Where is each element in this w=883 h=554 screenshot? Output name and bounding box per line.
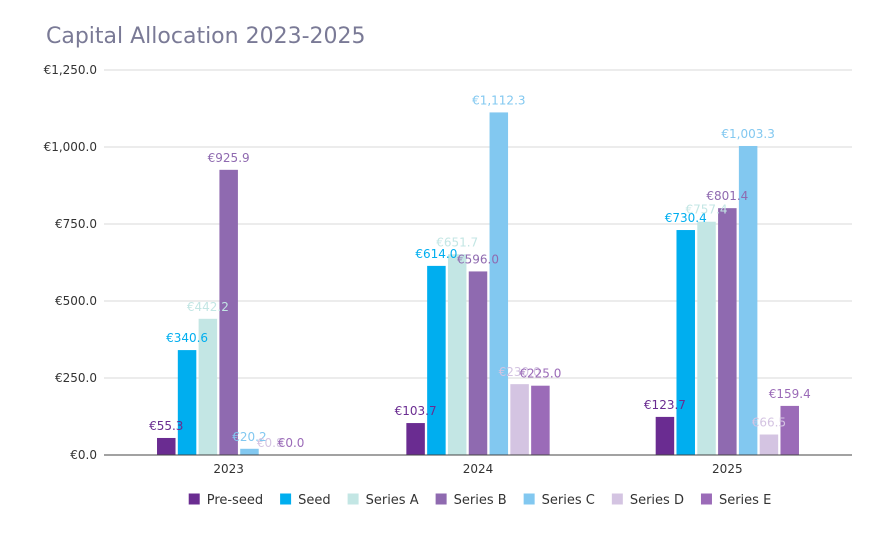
bar-series-c-2024 [489,112,509,456]
legend-item-seed[interactable]: Seed [280,493,331,508]
legend-label: Series A [366,493,419,508]
legend-label: Series B [454,493,507,508]
data-label: €103.7 [395,404,437,418]
bar-series-e-2024 [531,385,550,455]
data-label: €55.3 [149,419,183,433]
x-tick-label: 2023 [213,462,244,476]
data-label: €0.0 [278,436,305,450]
legend-swatch [188,493,200,505]
data-label: €66.5 [752,416,786,430]
bar-seed-2023 [177,350,197,455]
data-label: €340.6 [166,331,208,345]
bar-pre-seed-2024 [406,423,425,455]
bar-series-c-2025 [738,145,758,456]
legend-item-series-e[interactable]: Series E [700,493,771,508]
legend-label: Series E [719,493,771,508]
legend-label: Series C [542,493,595,508]
chart-title: Capital Allocation 2023-2025 [46,24,366,49]
data-label: €925.9 [208,151,250,165]
y-tick-label: €1,250.0 [44,63,97,77]
y-tick-label: €0.0 [70,448,97,462]
bar-series-a-2023 [198,318,218,455]
bars [157,112,799,456]
data-label: €651.7 [436,235,478,249]
legend-label: Pre-seed [207,493,263,508]
y-tick-label: €750.0 [55,217,97,231]
y-tick-label: €500.0 [55,294,97,308]
bar-series-e-2025 [780,405,799,455]
bar-seed-2024 [427,265,446,455]
legend: Pre-seed Seed Series A Series B Series C Seri… [188,493,771,508]
legend-swatch [435,493,447,505]
legend-label: Seed [298,493,331,508]
data-label: €0.8 [257,436,284,450]
bar-series-a-2025 [697,221,716,455]
bar-seed-2025 [676,230,695,455]
data-labels: €55.3 €340.6 €442.2 €925.9 €20.2€0.8€0.0 €103… [149,93,811,450]
x-axis: 2023 2024 2025 [104,454,852,476]
data-label: €730.4 [665,211,707,225]
x-tick-label: 2024 [463,462,494,476]
data-label: €1,003.3 [721,127,774,141]
legend-label: Series D [630,493,684,508]
bar-pre-seed-2025 [655,416,675,455]
bar-series-d-2024 [510,384,529,455]
legend-item-series-a[interactable]: Series A [347,493,419,508]
y-tick-label: €1,000.0 [44,140,97,154]
bar-series-b-2023 [219,169,238,455]
legend-item-series-d[interactable]: Series D [611,493,684,508]
legend-swatch [347,493,359,505]
data-label: €596.0 [457,252,499,266]
data-label: €801.4 [706,189,748,203]
data-label: €225.0 [519,367,561,381]
bar-series-c-2023 [240,448,259,455]
legend-swatch [523,493,535,505]
data-label: €1,112.3 [472,93,525,107]
data-label: €159.4 [769,387,811,401]
legend-item-pre-seed[interactable]: Pre-seed [188,493,263,508]
y-tick-label: €250.0 [55,371,97,385]
bar-series-b-2024 [468,271,488,455]
bar-series-b-2025 [718,208,737,455]
data-label: €757.4 [686,203,728,217]
legend-swatch [280,493,292,505]
bar-pre-seed-2023 [157,437,176,455]
bar-series-d-2025 [759,434,779,455]
legend-item-series-b[interactable]: Series B [435,493,507,508]
x-tick-label: 2025 [712,462,743,476]
data-label: €20.2 [232,430,266,444]
data-label: €230.0 [499,365,541,379]
data-label: €614.0 [415,247,457,261]
legend-item-series-c[interactable]: Series C [523,493,595,508]
data-label: €442.2 [187,300,229,314]
legend-swatch [700,493,712,505]
bar-series-a-2024 [447,254,467,455]
legend-swatch [611,493,623,505]
data-label: €123.7 [644,398,686,412]
y-axis: €0.0 €250.0 €500.0 €750.0 €1,000.0 €1,250.0 [44,63,97,462]
